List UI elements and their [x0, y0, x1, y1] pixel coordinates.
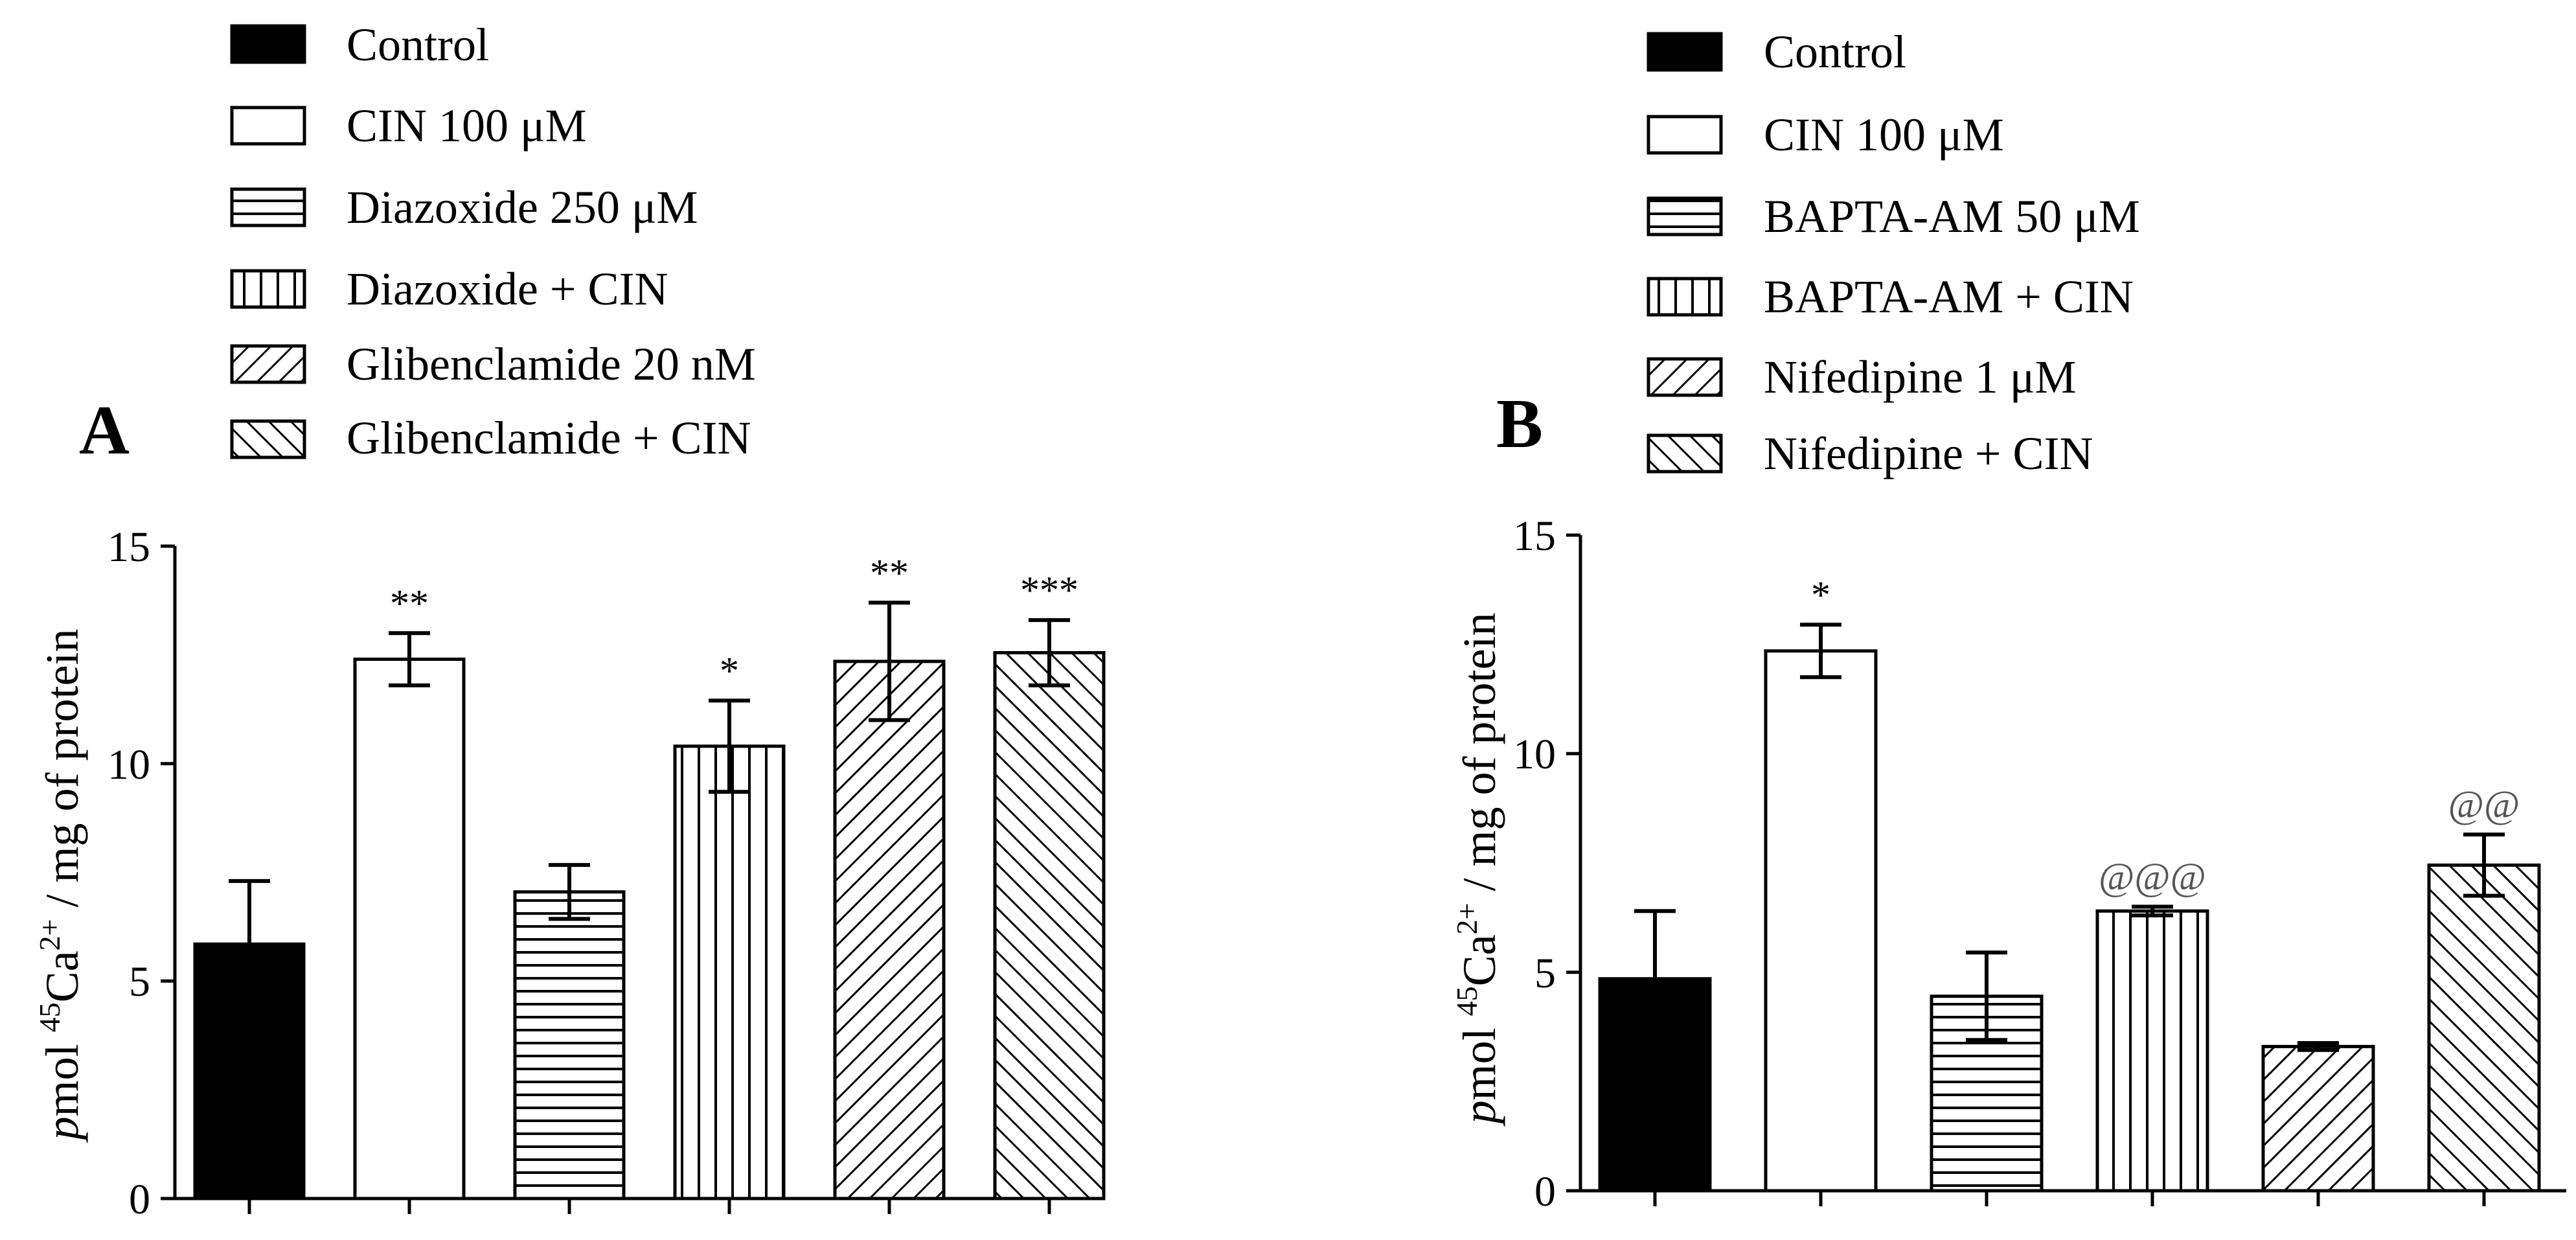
legend-item-1: CIN 100 μM	[1647, 109, 2004, 161]
legend-label-3: BAPTA-AM + CIN	[1764, 271, 2134, 323]
legend-label-0: Control	[1764, 26, 1906, 78]
bar-1	[353, 658, 466, 1200]
bar-3	[2095, 909, 2209, 1193]
y-axis-label: pmol 45Ca2+ / mg of protein	[1450, 613, 1505, 1127]
legend-swatch-4	[230, 344, 306, 384]
y-tick-label-0: 0	[1534, 1168, 1556, 1215]
legend-swatch-0	[1647, 32, 1723, 72]
legend-label-4: Glibenclamide 20 nM	[347, 338, 756, 390]
legend-swatch-1	[1647, 115, 1723, 155]
error-bar-3	[2132, 904, 2173, 917]
y-tick-label-1: 5	[129, 958, 150, 1005]
legend-item-2: BAPTA-AM 50 μM	[1647, 190, 2140, 242]
error-bar-1	[1800, 623, 1841, 680]
annotation-5: ***	[1020, 569, 1078, 612]
error-bar-1	[389, 631, 430, 687]
legend-item-2: Diazoxide 250 μM	[230, 181, 698, 233]
legend-label-3: Diazoxide + CIN	[347, 263, 668, 315]
legend-swatch-2	[230, 187, 306, 227]
legend-swatch-3	[1647, 277, 1723, 317]
legend-label-1: CIN 100 μM	[1764, 109, 2004, 161]
annotation-3: @@@	[2099, 855, 2206, 898]
legend-item-5: Glibenclamide + CIN	[230, 412, 751, 464]
y-axis: 0 5 10 15	[108, 523, 177, 1223]
error-bar-4	[869, 601, 910, 722]
legend-label-5: Nifedipine + CIN	[1764, 428, 2093, 479]
bar-2	[513, 890, 626, 1200]
legend-label-2: Diazoxide 250 μM	[347, 181, 698, 233]
error-bar-3	[709, 698, 750, 794]
error-bar-0	[1634, 909, 1676, 1049]
bar-5	[2427, 863, 2541, 1193]
legend-swatch-3	[230, 269, 306, 309]
y-axis-label: pmol 45Ca2+ / mg of protein	[33, 629, 88, 1143]
error-bar-5	[2463, 832, 2505, 898]
y-tick-label-0: 0	[129, 1176, 150, 1223]
error-bar-0	[229, 878, 270, 1009]
legend-swatch-5	[1647, 433, 1723, 474]
legend-label-1: CIN 100 μM	[347, 100, 587, 152]
legend-label-5: Glibenclamide + CIN	[347, 412, 751, 464]
legend-swatch-0	[230, 24, 306, 64]
panel-letter: B	[1496, 385, 1543, 463]
legend-label-2: BAPTA-AM 50 μM	[1764, 190, 2140, 242]
y-tick-label-2: 10	[1513, 731, 1556, 778]
legend-swatch-1	[230, 106, 306, 146]
legend-swatch-5	[230, 419, 306, 459]
legend-label-4: Nifedipine 1 μM	[1764, 351, 2077, 403]
annotation-1: **	[390, 582, 429, 625]
legend-item-0: Control	[230, 19, 489, 71]
error-bar-2	[1966, 950, 2007, 1042]
legend-item-0: Control	[1647, 26, 1906, 78]
bars: ***** ***	[193, 551, 1106, 1214]
legend-swatch-2	[1647, 196, 1723, 236]
annotation-3: *	[720, 649, 739, 692]
legend-item-4: Glibenclamide 20 nM	[230, 338, 756, 390]
y-tick-label-3: 15	[108, 523, 150, 571]
error-bar-4	[2297, 1040, 2339, 1052]
legend-item-3: BAPTA-AM + CIN	[1647, 271, 2134, 323]
annotation-1: *	[1811, 573, 1830, 616]
legend: Control CIN 100 μM Diazoxide 250 μM Diaz…	[230, 19, 756, 464]
y-tick-label-2: 10	[108, 741, 150, 788]
panel-b: B Control CIN 100 μM BAPTA-AM 50 μM BAPT…	[1450, 26, 2566, 1215]
bar-4	[833, 660, 946, 1200]
panel-a: A Control CIN 100 μM Diazoxide 250 μM Di…	[33, 19, 1106, 1223]
y-tick-label-1: 5	[1534, 950, 1556, 997]
y-tick-label-3: 15	[1513, 512, 1556, 560]
error-bar-5	[1029, 618, 1070, 687]
legend-item-3: Diazoxide + CIN	[230, 263, 668, 315]
y-axis: 0 5 10 15	[1513, 512, 1582, 1215]
legend-item-5: Nifedipine + CIN	[1647, 428, 2093, 479]
legend: Control CIN 100 μM BAPTA-AM 50 μM BAPTA-…	[1647, 26, 2140, 479]
bars: *@@@@@	[1598, 573, 2541, 1206]
legend-swatch-4	[1647, 357, 1723, 397]
annotation-5: @@	[2448, 783, 2520, 826]
bar-3	[673, 744, 786, 1200]
error-bar-2	[549, 863, 590, 921]
bar-1	[1764, 649, 1878, 1193]
panel-letter: A	[79, 392, 130, 469]
bar-5	[993, 650, 1106, 1200]
legend-label-0: Control	[347, 19, 489, 71]
legend-item-1: CIN 100 μM	[230, 100, 587, 152]
bar-4	[2261, 1044, 2375, 1193]
legend-item-4: Nifedipine 1 μM	[1647, 351, 2077, 403]
annotation-4: **	[870, 551, 909, 594]
